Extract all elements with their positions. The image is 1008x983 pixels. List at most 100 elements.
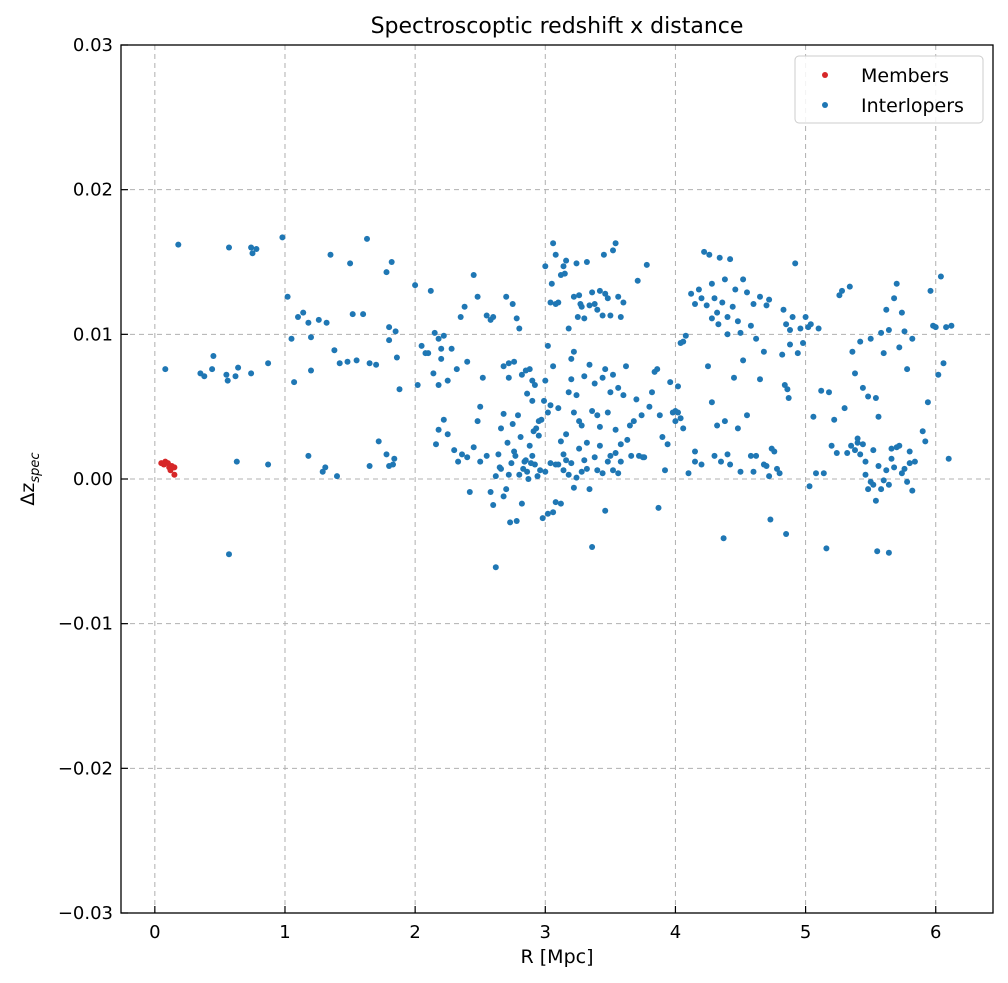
data-point: [418, 342, 425, 349]
data-point: [664, 441, 671, 448]
data-point: [820, 470, 827, 477]
legend-marker: [822, 102, 828, 108]
data-point: [528, 460, 534, 467]
data-point: [565, 389, 572, 396]
data-point: [865, 486, 872, 493]
data-point: [719, 299, 726, 306]
data-points: [158, 234, 955, 571]
data-point: [438, 355, 445, 362]
data-point: [555, 461, 562, 468]
data-point: [561, 270, 568, 277]
data-point: [336, 360, 343, 367]
data-point: [724, 314, 731, 320]
data-point: [334, 473, 340, 480]
data-point: [547, 402, 554, 409]
data-point: [740, 276, 747, 283]
data-point: [570, 409, 577, 416]
data-point: [849, 348, 856, 355]
data-point: [896, 442, 903, 449]
data-point: [305, 319, 312, 326]
data-point: [695, 286, 702, 293]
data-point: [568, 376, 575, 383]
data-point: [487, 489, 494, 495]
data-point: [604, 409, 611, 416]
data-point: [705, 363, 711, 370]
data-point: [783, 321, 790, 328]
data-point: [692, 448, 698, 455]
data-point: [940, 360, 947, 367]
data-point: [373, 361, 380, 368]
data-point: [780, 306, 787, 313]
data-point: [737, 468, 744, 475]
data-point: [734, 318, 741, 325]
data-point: [171, 471, 178, 478]
data-point: [714, 422, 721, 429]
data-point: [477, 458, 484, 465]
data-point: [680, 338, 687, 345]
data-point: [599, 470, 606, 477]
data-point: [880, 477, 887, 484]
data-point: [800, 340, 806, 346]
data-point: [557, 500, 564, 507]
data-point: [490, 502, 497, 508]
data-point: [498, 465, 504, 472]
data-point: [383, 451, 390, 458]
data-point: [638, 412, 645, 419]
data-point: [552, 499, 559, 506]
data-point: [672, 418, 679, 425]
data-point: [698, 295, 705, 302]
data-point: [654, 366, 661, 373]
data-point: [599, 374, 606, 381]
data-point: [565, 325, 572, 332]
data-point: [737, 329, 744, 336]
data-point: [492, 473, 499, 480]
data-point: [763, 463, 770, 469]
data-point: [909, 487, 916, 494]
data-point: [529, 452, 536, 459]
data-point: [878, 486, 885, 493]
data-point: [500, 410, 507, 417]
data-point: [857, 338, 864, 345]
data-point: [724, 331, 731, 338]
data-point: [675, 409, 681, 416]
data-point: [757, 293, 763, 300]
x-tick-label: 0: [149, 922, 160, 943]
data-point: [898, 309, 905, 316]
data-point: [852, 447, 858, 454]
data-point: [615, 293, 622, 300]
data-point: [435, 426, 442, 433]
data-point: [626, 422, 633, 429]
data-point: [607, 389, 614, 396]
data-point: [797, 325, 804, 332]
data-point: [201, 373, 208, 380]
data-point: [750, 468, 757, 475]
legend: Members Interlopers: [794, 55, 984, 124]
data-point: [617, 441, 624, 448]
data-point: [932, 324, 939, 331]
y-tick-label: 0.00: [73, 469, 113, 490]
data-point: [841, 405, 848, 412]
data-point: [526, 442, 533, 449]
data-point: [503, 293, 510, 300]
data-point: [620, 392, 627, 399]
data-point: [767, 516, 774, 523]
data-point: [366, 463, 373, 469]
data-point: [226, 551, 232, 558]
legend-label: Members: [861, 65, 949, 87]
data-point: [662, 467, 668, 474]
data-point: [315, 316, 322, 323]
data-point: [533, 425, 540, 432]
data-point: [602, 290, 609, 297]
data-point: [649, 389, 655, 396]
data-point: [224, 377, 231, 384]
data-point: [667, 379, 674, 386]
data-point: [526, 366, 533, 373]
data-point: [474, 293, 481, 300]
data-point: [724, 451, 731, 458]
data-point: [867, 335, 874, 342]
data-point: [586, 486, 593, 493]
data-point: [747, 452, 754, 459]
data-point: [223, 371, 230, 378]
data-point: [583, 439, 590, 446]
